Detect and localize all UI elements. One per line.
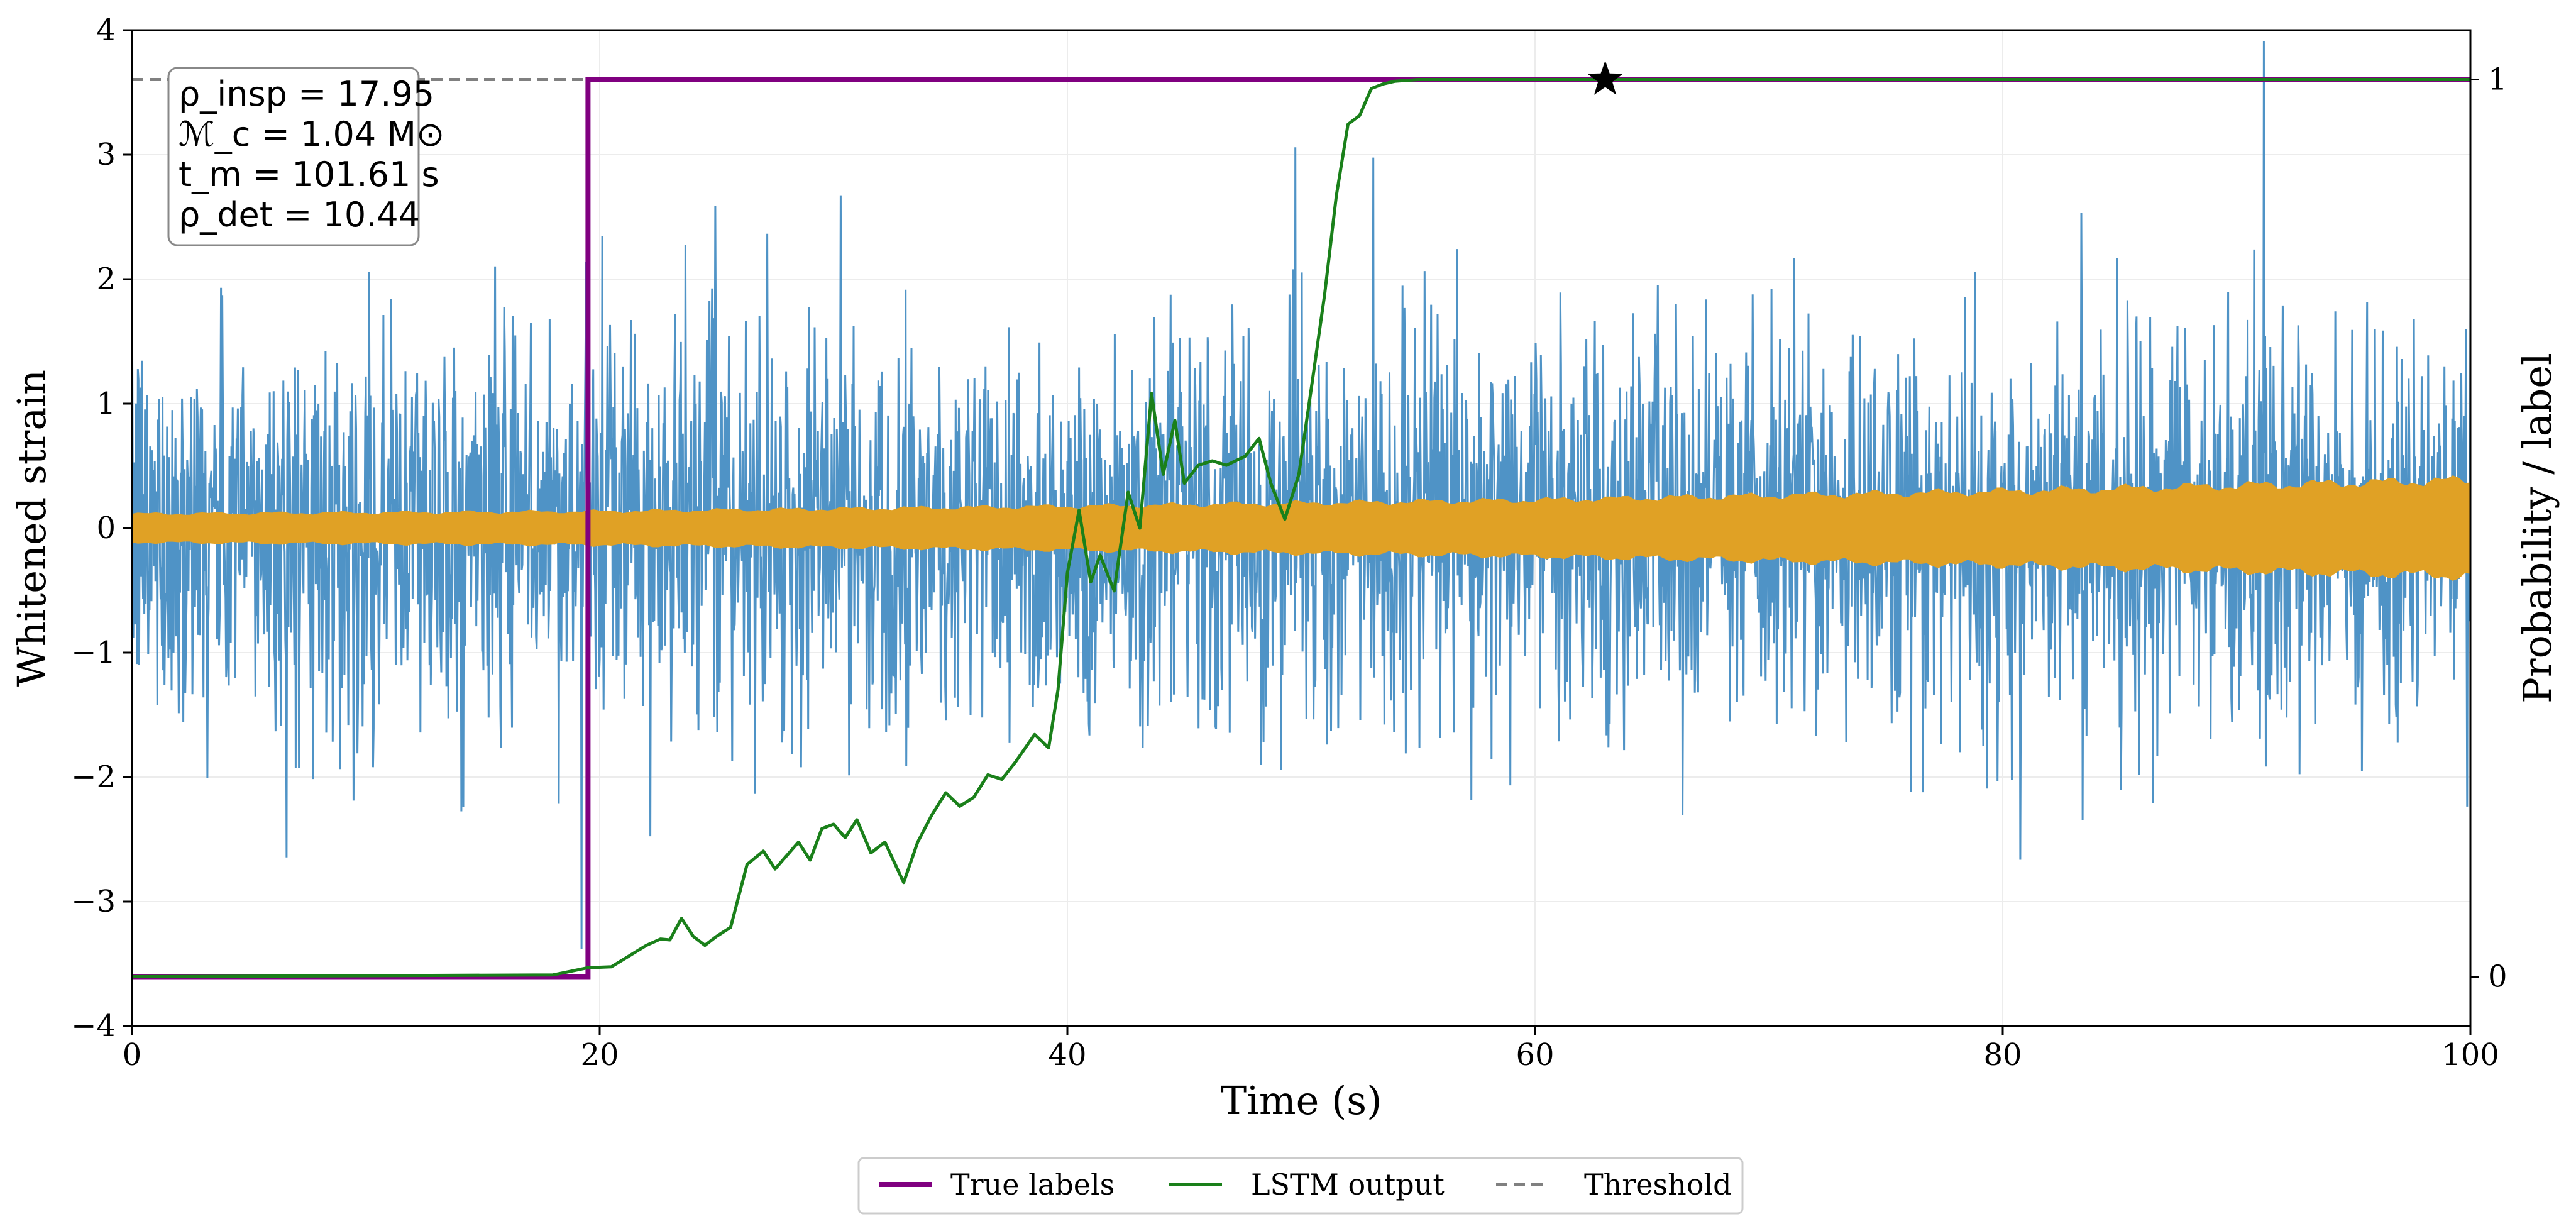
x-axis-title: Time (s) <box>1221 1078 1382 1123</box>
lstm-series <box>131 78 2470 978</box>
y-left-tick-label-3: −1 <box>71 635 116 670</box>
y-left-tick-label-1: −3 <box>71 884 116 919</box>
x-tick-label-0: 0 <box>123 1037 142 1073</box>
x-tick-label-4: 80 <box>1983 1037 2022 1073</box>
lstm-line <box>131 78 2470 978</box>
x-axis: 0 20 40 60 80 100 <box>123 1026 2499 1073</box>
annotation-line-3: t_m = 101.61 s <box>179 155 439 194</box>
x-tick-label-1: 20 <box>580 1037 619 1073</box>
legend: True labels LSTM output Threshold <box>857 1157 1744 1215</box>
legend-label-lstm: LSTM output <box>1251 1168 1445 1201</box>
signal-band <box>132 475 2470 581</box>
x-tick-label-2: 40 <box>1048 1037 1086 1073</box>
annotation-line-1: ρ_insp = 17.95 <box>179 74 434 114</box>
y-right-tick-label-0: 0 <box>2488 959 2507 995</box>
x-tick-label-5: 100 <box>2441 1037 2499 1073</box>
x-tick-label-3: 60 <box>1516 1037 1554 1073</box>
y-axis-right: 01 <box>2470 62 2507 995</box>
y-axis-left-title: Whitened strain <box>9 370 55 687</box>
y-right-tick-label-1: 1 <box>2488 62 2507 97</box>
marker <box>1587 60 1624 95</box>
y-axis-left: −4 −3 −2 −1 0 1 2 3 4 <box>71 13 132 1044</box>
y-left-tick-label-2: −2 <box>71 759 116 795</box>
y-left-tick-label-4: 0 <box>96 511 116 546</box>
signal-series <box>132 475 2470 581</box>
y-left-tick-label-0: −4 <box>71 1008 116 1044</box>
legend-label-true-labels: True labels <box>950 1168 1115 1201</box>
y-left-tick-label-6: 2 <box>96 262 116 297</box>
star-marker <box>1587 60 1624 95</box>
legend-label-threshold: Threshold <box>1584 1168 1732 1201</box>
y-axis-right-title: Probability / label <box>2514 353 2560 704</box>
y-left-tick-label-7: 3 <box>96 137 116 172</box>
annotation-line-4: ρ_det = 10.44 <box>179 195 420 235</box>
legend-frame <box>857 1157 1744 1215</box>
annotation-line-2: ℳ_c = 1.04 M⊙ <box>179 114 444 154</box>
y-left-tick-label-8: 4 <box>96 13 116 48</box>
y-left-tick-label-5: 1 <box>96 386 116 421</box>
annotation-box: ρ_insp = 17.95 ℳ_c = 1.04 M⊙ t_m = 101.6… <box>167 67 444 246</box>
